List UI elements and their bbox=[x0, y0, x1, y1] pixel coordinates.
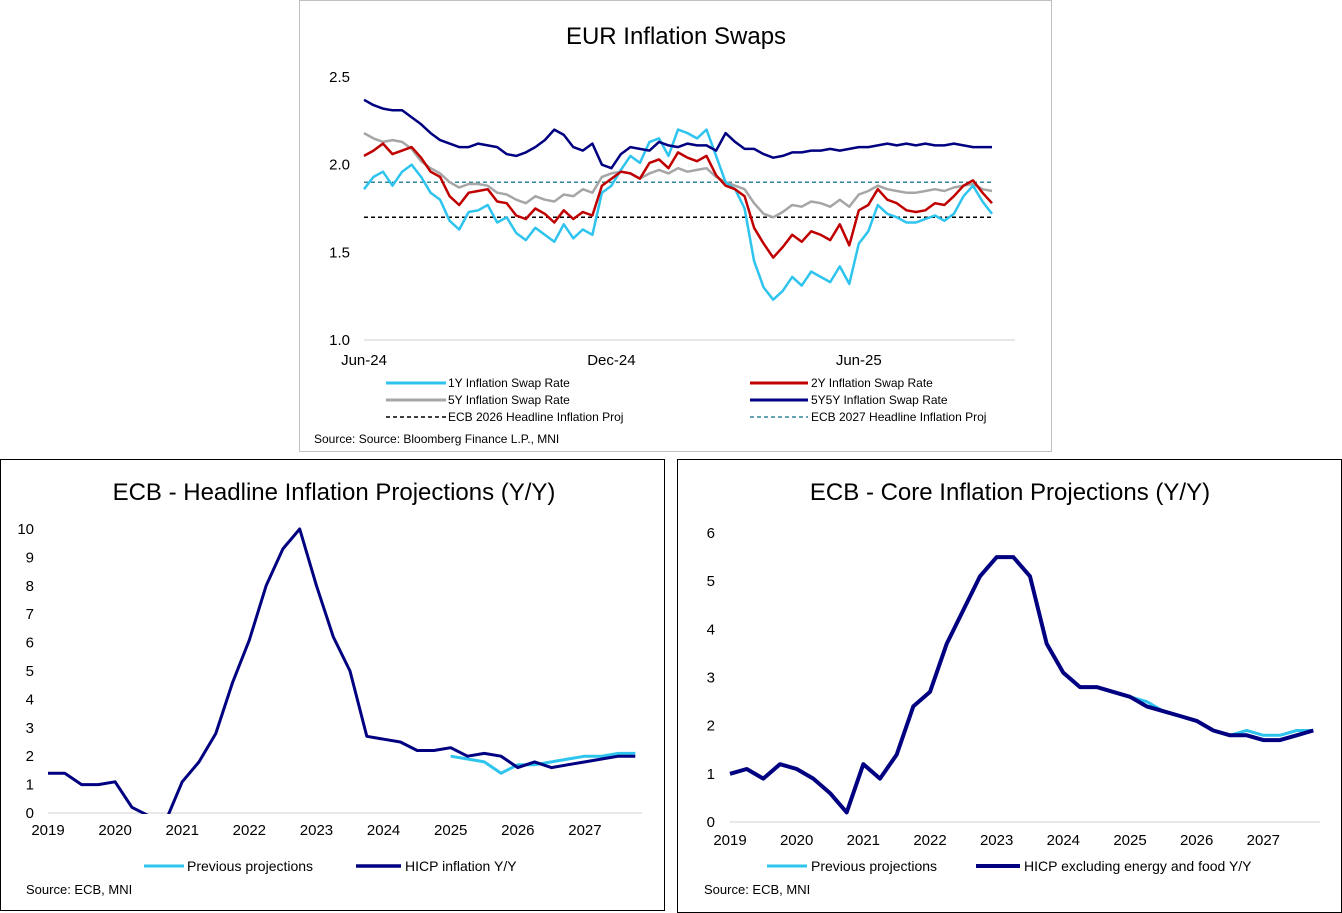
y-tick-label: 1 bbox=[707, 766, 715, 783]
x-axis-ticks: 2019 2020 2021 2022 2023 2024 2025 2026 2027 bbox=[713, 832, 1280, 849]
y-tick-label: 2.0 bbox=[329, 157, 350, 174]
x-tick-label: 2019 bbox=[713, 832, 746, 849]
y-tick-label: 4 bbox=[707, 621, 715, 638]
y-tick-label: 2 bbox=[26, 748, 34, 765]
series-line-2 bbox=[729, 555, 1314, 815]
series-line-1 bbox=[1129, 695, 1314, 737]
series-lines bbox=[48, 527, 636, 814]
legend: 1Y Inflation Swap Rate 2Y Inflation Swap… bbox=[386, 376, 986, 424]
series-line-1 bbox=[363, 128, 993, 301]
x-tick-label: 2019 bbox=[31, 822, 64, 839]
source-note: Source: Source: Bloomberg Finance L.P., … bbox=[314, 432, 559, 446]
y-tick-label: 8 bbox=[26, 578, 34, 595]
y-axis-ticks: 0 1 2 3 4 5 6 7 8 9 10 bbox=[17, 521, 34, 822]
x-tick-label: 2025 bbox=[1113, 832, 1146, 849]
chart-title: ECB - Headline Inflation Projections (Y/… bbox=[113, 479, 556, 506]
chart-title: ECB - Core Inflation Projections (Y/Y) bbox=[810, 479, 1210, 506]
legend-label-previous: Previous projections bbox=[187, 858, 313, 874]
x-tick-label: 2020 bbox=[98, 822, 131, 839]
legend-label-5y: 5Y Inflation Swap Rate bbox=[448, 393, 570, 407]
eur-inflation-swaps-panel: EUR Inflation Swaps 1.0 1.5 2.0 2.5 Jun-24 D… bbox=[299, 0, 1052, 452]
headline-inflation-panel: ECB - Headline Inflation Projections (Y/… bbox=[0, 459, 665, 911]
chart-title: EUR Inflation Swaps bbox=[566, 23, 786, 50]
source-note: Source: ECB, MNI bbox=[704, 882, 810, 897]
y-tick-label: 9 bbox=[26, 549, 34, 566]
y-tick-label: 3 bbox=[707, 670, 715, 687]
y-tick-label: 1 bbox=[26, 777, 34, 794]
legend-label-2y: 2Y Inflation Swap Rate bbox=[811, 376, 933, 390]
legend-label-previous: Previous projections bbox=[811, 858, 937, 874]
x-tick-label: Jun-24 bbox=[341, 352, 387, 369]
x-tick-label: 2027 bbox=[1247, 832, 1280, 849]
series-lines bbox=[729, 555, 1314, 815]
y-tick-label: 4 bbox=[26, 691, 34, 708]
legend: Previous projections HICP inflation Y/Y bbox=[144, 858, 517, 874]
x-axis-ticks: 2019 2020 2021 2022 2023 2024 2025 2026 2027 bbox=[31, 822, 601, 839]
y-tick-label: 6 bbox=[26, 635, 34, 652]
legend-label-1y: 1Y Inflation Swap Rate bbox=[448, 376, 570, 390]
legend-label-ecb-2026: ECB 2026 Headline Inflation Proj bbox=[448, 410, 623, 424]
x-tick-label: 2024 bbox=[367, 822, 400, 839]
eur-inflation-swaps-chart: EUR Inflation Swaps 1.0 1.5 2.0 2.5 Jun-24 D… bbox=[314, 23, 1015, 446]
core-inflation-panel: ECB - Core Inflation Projections (Y/Y) 0… bbox=[677, 459, 1342, 913]
y-axis-ticks: 1.0 1.5 2.0 2.5 bbox=[329, 69, 350, 349]
y-tick-label: 6 bbox=[707, 525, 715, 542]
x-axis-ticks: Jun-24 Dec-24 Jun-25 bbox=[341, 352, 882, 369]
y-tick-label: 0 bbox=[26, 805, 34, 822]
headline-inflation-chart: ECB - Headline Inflation Projections (Y/… bbox=[17, 479, 642, 897]
x-tick-label: Jun-25 bbox=[836, 352, 882, 369]
series-lines bbox=[363, 98, 993, 301]
legend-label-hicp: HICP inflation Y/Y bbox=[405, 858, 517, 874]
x-tick-label: 2021 bbox=[847, 832, 880, 849]
legend: Previous projections HICP excluding ener… bbox=[767, 858, 1252, 874]
y-axis-ticks: 0 1 2 3 4 5 6 bbox=[707, 525, 715, 831]
y-tick-label: 5 bbox=[707, 573, 715, 590]
series-line-2 bbox=[363, 142, 993, 259]
legend-label-5y5y: 5Y5Y Inflation Swap Rate bbox=[811, 393, 948, 407]
y-tick-label: 2.5 bbox=[329, 69, 350, 86]
y-tick-label: 2 bbox=[707, 718, 715, 735]
y-tick-label: 7 bbox=[26, 606, 34, 623]
y-tick-label: 1.0 bbox=[329, 332, 350, 349]
y-tick-label: 0 bbox=[707, 814, 715, 831]
x-tick-label: 2020 bbox=[780, 832, 813, 849]
x-tick-label: 2026 bbox=[1180, 832, 1213, 849]
core-inflation-chart: ECB - Core Inflation Projections (Y/Y) 0… bbox=[704, 479, 1320, 897]
x-tick-label: 2027 bbox=[568, 822, 601, 839]
x-tick-label: 2023 bbox=[980, 832, 1013, 849]
legend-label-ecb-2027: ECB 2027 Headline Inflation Proj bbox=[811, 410, 986, 424]
legend-label-core: HICP excluding energy and food Y/Y bbox=[1024, 858, 1252, 874]
x-tick-label: 2024 bbox=[1047, 832, 1080, 849]
series-line-4 bbox=[363, 98, 992, 170]
x-tick-label: Dec-24 bbox=[587, 352, 635, 369]
y-tick-label: 5 bbox=[26, 663, 34, 680]
x-tick-label: 2026 bbox=[501, 822, 534, 839]
x-tick-label: 2022 bbox=[233, 822, 266, 839]
x-tick-label: 2021 bbox=[166, 822, 199, 839]
source-note: Source: ECB, MNI bbox=[26, 882, 132, 897]
y-tick-label: 10 bbox=[17, 521, 34, 538]
x-tick-label: 2023 bbox=[300, 822, 333, 839]
x-tick-label: 2022 bbox=[913, 832, 946, 849]
series-line-2 bbox=[48, 527, 636, 814]
y-tick-label: 3 bbox=[26, 720, 34, 737]
x-tick-label: 2025 bbox=[434, 822, 467, 839]
y-tick-label: 1.5 bbox=[329, 244, 350, 261]
series-line-3 bbox=[363, 132, 993, 219]
